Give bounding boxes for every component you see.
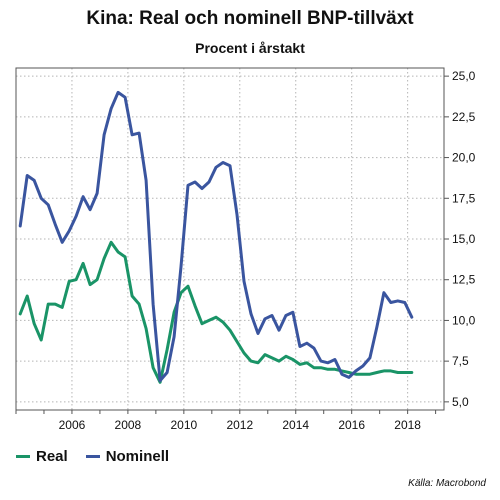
y-tick-label: 25,0 xyxy=(452,69,476,83)
gridlines xyxy=(16,68,444,410)
x-tick-label: 2018 xyxy=(394,418,421,432)
x-tick-label: 2014 xyxy=(282,418,309,432)
x-tick-label: 2006 xyxy=(59,418,86,432)
legend-swatch-real xyxy=(16,455,30,458)
x-tick-label: 2008 xyxy=(115,418,142,432)
x-axis: 2006 2008 2010 2012 2014 2016 2018 xyxy=(15,410,437,432)
series-lines xyxy=(18,90,414,384)
y-tick-label: 22,5 xyxy=(452,110,476,124)
y-tick-label: 5,0 xyxy=(452,395,469,409)
series-line-real xyxy=(18,240,414,384)
legend: Real Nominell xyxy=(16,448,187,465)
y-tick-label: 10,0 xyxy=(452,313,476,327)
chart-subtitle: Procent i årstakt xyxy=(195,40,305,56)
y-tick-label: 17,5 xyxy=(452,191,476,205)
x-tick-label: 2010 xyxy=(170,418,197,432)
legend-item-real: Real xyxy=(16,448,68,465)
y-tick-label: 7,5 xyxy=(452,354,469,368)
y-tick-label: 12,5 xyxy=(452,273,476,287)
series-line-nominell xyxy=(18,90,414,383)
legend-swatch-nominell xyxy=(85,455,100,458)
x-tick-label: 2016 xyxy=(338,418,365,432)
x-tick-label: 2012 xyxy=(226,418,253,432)
y-tick-label: 20,0 xyxy=(452,151,476,165)
legend-label-nominell: Nominell xyxy=(105,448,170,465)
chart-title: Kina: Real och nominell BNP-tillväxt xyxy=(86,8,414,29)
y-axis: 5,0 7,5 10,0 12,5 15,0 17,5 20,0 22,5 25,0 xyxy=(444,69,476,409)
y-tick-label: 15,0 xyxy=(452,232,476,246)
source-note: Källa: Macrobond xyxy=(408,478,486,489)
legend-item-nominell: Nominell xyxy=(85,448,170,465)
legend-label-real: Real xyxy=(36,448,68,465)
